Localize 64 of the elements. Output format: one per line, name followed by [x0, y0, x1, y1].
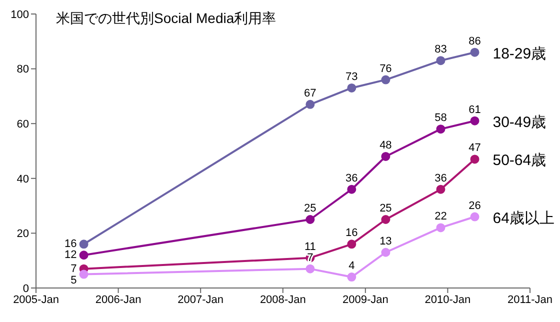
data-label: 7 [70, 262, 77, 275]
data-label: 16 [64, 238, 77, 250]
point [79, 250, 88, 260]
data-label: 58 [434, 112, 447, 124]
y-tick-label: 80 [16, 64, 29, 76]
x-tick-label: 2009-Jan [342, 294, 388, 306]
point [381, 152, 390, 161]
data-label: 12 [64, 249, 77, 262]
y-tick-label: 60 [16, 118, 29, 131]
data-label: 22 [434, 210, 447, 223]
y-tick-label: 40 [16, 173, 29, 186]
data-label: 4 [348, 260, 355, 272]
data-label: 11 [304, 240, 316, 253]
point [347, 83, 356, 92]
point [381, 75, 390, 84]
series-label: 64歳以上 [492, 210, 554, 227]
point [470, 154, 480, 164]
point [347, 240, 356, 249]
data-label: 61 [468, 104, 481, 116]
series-label: 30-49歳 [492, 114, 546, 131]
data-label: 25 [304, 202, 316, 214]
x-tick-label: 2006-Jan [95, 294, 142, 306]
data-label: 36 [346, 172, 358, 184]
point [306, 100, 315, 109]
point [79, 240, 88, 249]
point [470, 212, 480, 222]
point [347, 272, 356, 282]
point [347, 184, 356, 194]
data-label: 47 [468, 142, 481, 154]
point [381, 248, 390, 257]
point [381, 215, 390, 224]
chart-title: 米国での世代別Social Media利用率 [56, 10, 276, 28]
data-label: 16 [346, 227, 358, 240]
y-tick-label: 20 [16, 228, 29, 240]
x-tick-label: 2008-Jan [260, 294, 306, 306]
data-label: 13 [380, 235, 392, 248]
data-label: 76 [380, 62, 392, 75]
point [470, 48, 480, 57]
data-label: 86 [468, 35, 481, 48]
y-tick-label: 0 [22, 282, 29, 295]
point [436, 223, 446, 232]
data-label: 67 [304, 87, 316, 100]
data-label: 36 [434, 172, 447, 184]
data-label: 48 [380, 139, 392, 152]
x-tick-label: 2007-Jan [178, 294, 224, 306]
series-label: 18-29歳 [492, 45, 546, 62]
point [306, 215, 315, 224]
x-tick-label: 2011-Jan [507, 294, 553, 306]
data-label: 73 [346, 70, 358, 83]
point [306, 264, 315, 274]
point [436, 184, 446, 194]
point [436, 56, 446, 66]
data-label: 5 [70, 274, 77, 286]
data-label: 83 [434, 44, 447, 56]
data-label: 26 [468, 200, 481, 212]
data-label: 25 [380, 202, 392, 214]
series-label: 50-64歳 [492, 152, 546, 170]
point [470, 116, 480, 126]
y-tick-label: 100 [10, 8, 29, 21]
data-label: 7 [307, 252, 314, 264]
point [436, 124, 446, 134]
x-tick-label: 2010-Jan [424, 294, 471, 306]
point [79, 270, 88, 279]
x-tick-label: 2005-Jan [13, 294, 59, 306]
